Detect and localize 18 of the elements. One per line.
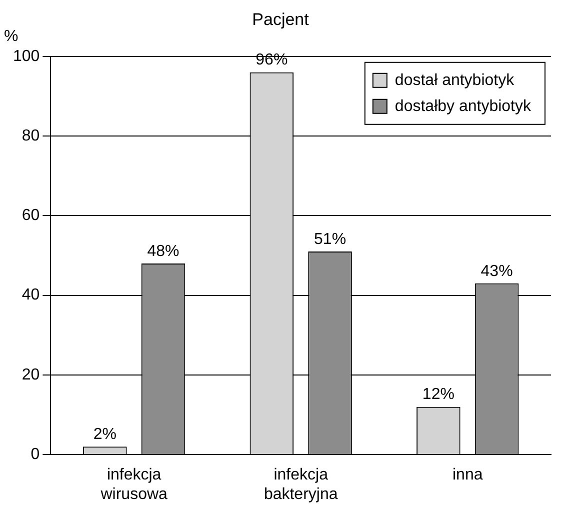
y-tick-label: 80 — [22, 127, 40, 144]
y-axis-title: % — [4, 28, 18, 45]
y-tick-label: 0 — [30, 446, 40, 464]
y-tick-label: 40 — [22, 286, 40, 304]
legend-label: dostałby antybiotyk — [394, 98, 532, 115]
data-label: 43% — [480, 262, 513, 280]
legend-label: dostał antybiotyk — [394, 72, 516, 89]
chart-title: Pacjent — [252, 10, 310, 29]
data-label: 48% — [147, 242, 180, 260]
data-label: 12% — [422, 386, 454, 404]
x-tick-label: infekcja bakteryjna — [264, 466, 338, 503]
data-label: 2% — [93, 426, 116, 444]
x-tick-label: infekcja wirusowa — [100, 466, 168, 503]
y-tick-label: 100 — [12, 48, 40, 65]
y-tick-label: 20 — [22, 366, 40, 384]
data-label: 51% — [314, 230, 346, 248]
x-tick-label: inna — [452, 466, 483, 484]
y-tick-label: 60 — [22, 207, 40, 224]
